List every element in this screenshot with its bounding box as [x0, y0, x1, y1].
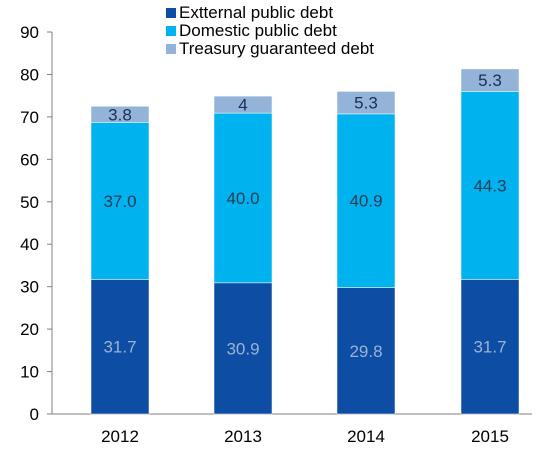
bar-segment — [460, 68, 520, 92]
bar-segment — [213, 112, 273, 284]
y-tick-label: 80 — [20, 65, 39, 84]
x-tick-label: 2015 — [471, 427, 509, 446]
data-labels: 31.7 37.0 3.8 30.9 40.0 4 29.8 40.9 5.3 31.7 44.3 5… — [103, 71, 506, 361]
y-tick-label: 60 — [20, 150, 39, 169]
bar-segment — [90, 122, 150, 280]
data-label: 40.0 — [226, 189, 259, 208]
legend-label: Extternal public debt — [179, 3, 333, 22]
y-tick-label: 70 — [20, 108, 39, 127]
bar-segment — [213, 95, 273, 114]
data-label: 30.9 — [226, 339, 259, 358]
bars — [90, 68, 520, 415]
data-label: 31.7 — [103, 338, 136, 357]
legend-swatch — [166, 26, 176, 36]
x-tick-label: 2012 — [101, 427, 139, 446]
x-tick-label: 2014 — [347, 427, 385, 446]
legend-label: Domestic public debt — [179, 21, 337, 40]
data-label: 37.0 — [103, 192, 136, 211]
bar-segment — [336, 287, 396, 415]
y-tick-label: 0 — [30, 405, 39, 424]
bar-segment — [336, 113, 396, 288]
data-label: 40.9 — [349, 192, 382, 211]
data-label: 29.8 — [349, 342, 382, 361]
axes: 0 10 20 30 40 50 60 70 80 90 2012 2013 2014 2015 — [20, 23, 532, 446]
legend-swatch — [166, 44, 176, 54]
y-tick-label: 10 — [20, 363, 39, 382]
bar-segment — [213, 282, 273, 415]
data-label: 5.3 — [354, 94, 378, 113]
legend-label: Treasury guaranteed debt — [179, 39, 374, 58]
data-label: 4 — [238, 96, 247, 115]
x-tick-label: 2013 — [224, 427, 262, 446]
y-tick-label: 90 — [20, 23, 39, 42]
data-label: 3.8 — [108, 105, 132, 124]
bar-segment — [460, 279, 520, 415]
data-label: 5.3 — [478, 71, 502, 90]
y-tick-label: 40 — [20, 235, 39, 254]
y-tick-label: 20 — [20, 320, 39, 339]
y-tick-label: 50 — [20, 193, 39, 212]
legend-swatch — [166, 8, 176, 18]
y-tick-label: 30 — [20, 278, 39, 297]
bar-segment — [90, 106, 150, 123]
data-label: 44.3 — [473, 176, 506, 195]
bar-segment — [460, 91, 520, 280]
bar-segment — [336, 91, 396, 115]
data-label: 31.7 — [473, 338, 506, 357]
